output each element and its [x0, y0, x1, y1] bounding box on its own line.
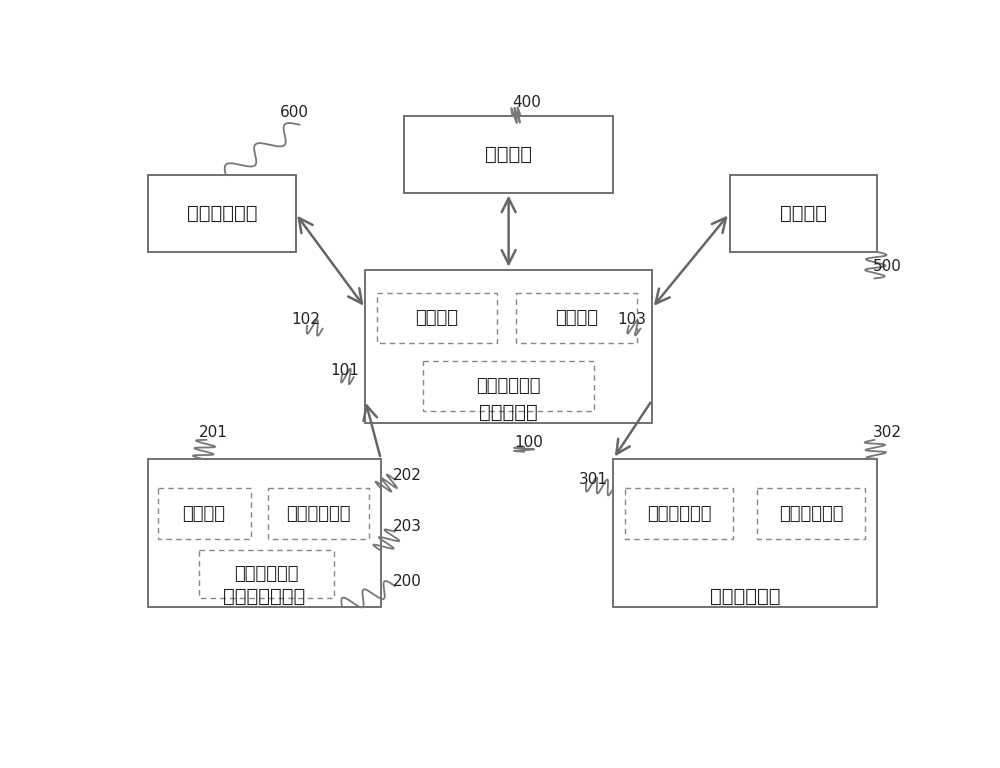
Text: 500: 500: [873, 259, 902, 274]
Bar: [625, 488, 733, 538]
Bar: [613, 458, 877, 607]
Text: 信号转换模块: 信号转换模块: [234, 565, 299, 583]
Text: 信息传递模块: 信息传递模块: [287, 505, 351, 522]
Bar: [148, 458, 381, 607]
Text: 车载智能端: 车载智能端: [479, 403, 538, 422]
Text: 检测模块: 检测模块: [183, 505, 226, 522]
Bar: [377, 293, 497, 343]
Bar: [158, 488, 251, 538]
Text: 203: 203: [392, 519, 421, 535]
Text: 测速模块: 测速模块: [780, 204, 827, 223]
Text: 302: 302: [873, 425, 902, 440]
Text: 语音模块: 语音模块: [415, 310, 458, 327]
Text: 转向模块: 转向模块: [485, 144, 532, 164]
Text: 101: 101: [330, 362, 359, 378]
Bar: [757, 488, 865, 538]
Text: 制动控制模块: 制动控制模块: [779, 505, 843, 522]
Text: 信息处理模块: 信息处理模块: [476, 377, 541, 396]
Text: 200: 200: [392, 574, 421, 589]
Text: 油门控制模块: 油门控制模块: [647, 505, 711, 522]
Text: 202: 202: [392, 468, 421, 483]
Bar: [730, 175, 877, 252]
Text: 平整度检测模块: 平整度检测模块: [223, 587, 306, 605]
Text: 100: 100: [514, 435, 543, 450]
Bar: [516, 293, 637, 343]
Bar: [365, 270, 652, 423]
Bar: [268, 488, 369, 538]
Text: 103: 103: [617, 313, 646, 327]
Text: 600: 600: [280, 105, 309, 121]
Text: 102: 102: [292, 313, 320, 327]
Bar: [404, 116, 613, 193]
Bar: [423, 361, 594, 412]
Bar: [199, 551, 334, 598]
Text: 201: 201: [199, 425, 228, 440]
Text: 301: 301: [578, 472, 607, 487]
Text: 车速控制模块: 车速控制模块: [710, 587, 780, 605]
Text: 400: 400: [512, 95, 541, 111]
Text: 信息采集模块: 信息采集模块: [187, 204, 257, 223]
Text: 显示模块: 显示模块: [555, 310, 598, 327]
Bar: [148, 175, 296, 252]
